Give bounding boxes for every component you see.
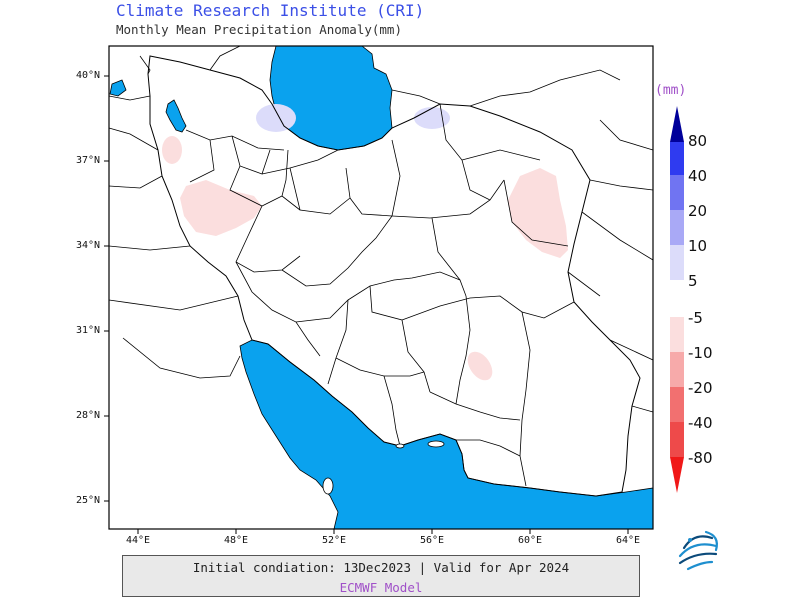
lat-label: 25°N (76, 495, 101, 506)
colorbar-neg-5 (670, 317, 684, 352)
map-area (104, 45, 654, 534)
colorbar-neg-20 (670, 387, 684, 422)
negative-anomaly-northwest (162, 136, 182, 164)
chart-title: Climate Research Institute (CRI) (116, 1, 425, 20)
legend-label: 80 (688, 132, 708, 150)
legend-label: -80 (688, 449, 713, 467)
colorbar-neg-10 (670, 352, 684, 387)
lat-label: 40°N (76, 70, 101, 81)
lat-label: 28°N (76, 410, 101, 421)
forecast-info-box: Initial condiation: 13Dec2023 | Valid fo… (122, 555, 640, 597)
legend-label: -20 (688, 379, 713, 397)
province-boundaries (185, 103, 601, 487)
colorbar-pos-40 (670, 142, 684, 175)
positive-anomaly-sw-caspian (256, 104, 296, 132)
legend-label: 20 (688, 202, 708, 220)
lat-label: 37°N (76, 155, 101, 166)
chart-subtitle: Monthly Mean Precipitation Anomaly(mm) (116, 22, 402, 37)
legend-label: -40 (688, 414, 713, 432)
neighbour-borders (108, 45, 654, 413)
colorbar-pos-5 (670, 245, 684, 280)
colorbar-bottom-arrow (670, 457, 684, 493)
legend-unit: (mm) (655, 83, 687, 98)
lat-label: 34°N (76, 240, 101, 251)
lake-urmia (165, 99, 187, 133)
model-name: ECMWF Model (339, 580, 423, 595)
colorbar-pos-20 (670, 175, 684, 210)
lon-label: 48°E (223, 535, 249, 546)
negative-anomaly-northeast (508, 168, 568, 258)
iran-border (147, 55, 641, 497)
negative-anomaly-southeast (467, 351, 493, 381)
colorbar-neg-40 (670, 422, 684, 457)
lon-label: 44°E (125, 535, 151, 546)
lon-label: 52°E (321, 535, 347, 546)
colorbar (670, 106, 684, 493)
negative-anomaly-west (180, 180, 262, 236)
gulf-islands (322, 440, 445, 495)
initial-condition-text: Initial condiation: 13Dec2023 | Valid fo… (192, 560, 570, 575)
lon-label: 60°E (517, 535, 543, 546)
lon-label: 64°E (615, 535, 641, 546)
legend-label: -5 (688, 309, 703, 327)
lat-label: 31°N (76, 325, 101, 336)
lon-label: 56°E (419, 535, 445, 546)
cri-logo (678, 530, 718, 571)
legend-label: 10 (688, 237, 708, 255)
map-frame (108, 45, 654, 530)
lake-van (109, 79, 127, 97)
legend-label: -10 (688, 344, 713, 362)
colorbar-pos-10 (670, 210, 684, 245)
legend-label: 40 (688, 167, 708, 185)
legend-label: 5 (688, 272, 698, 290)
axis-ticks (104, 75, 629, 534)
colorbar-top-arrow (670, 106, 684, 142)
positive-anomaly-se-caspian (414, 107, 450, 129)
